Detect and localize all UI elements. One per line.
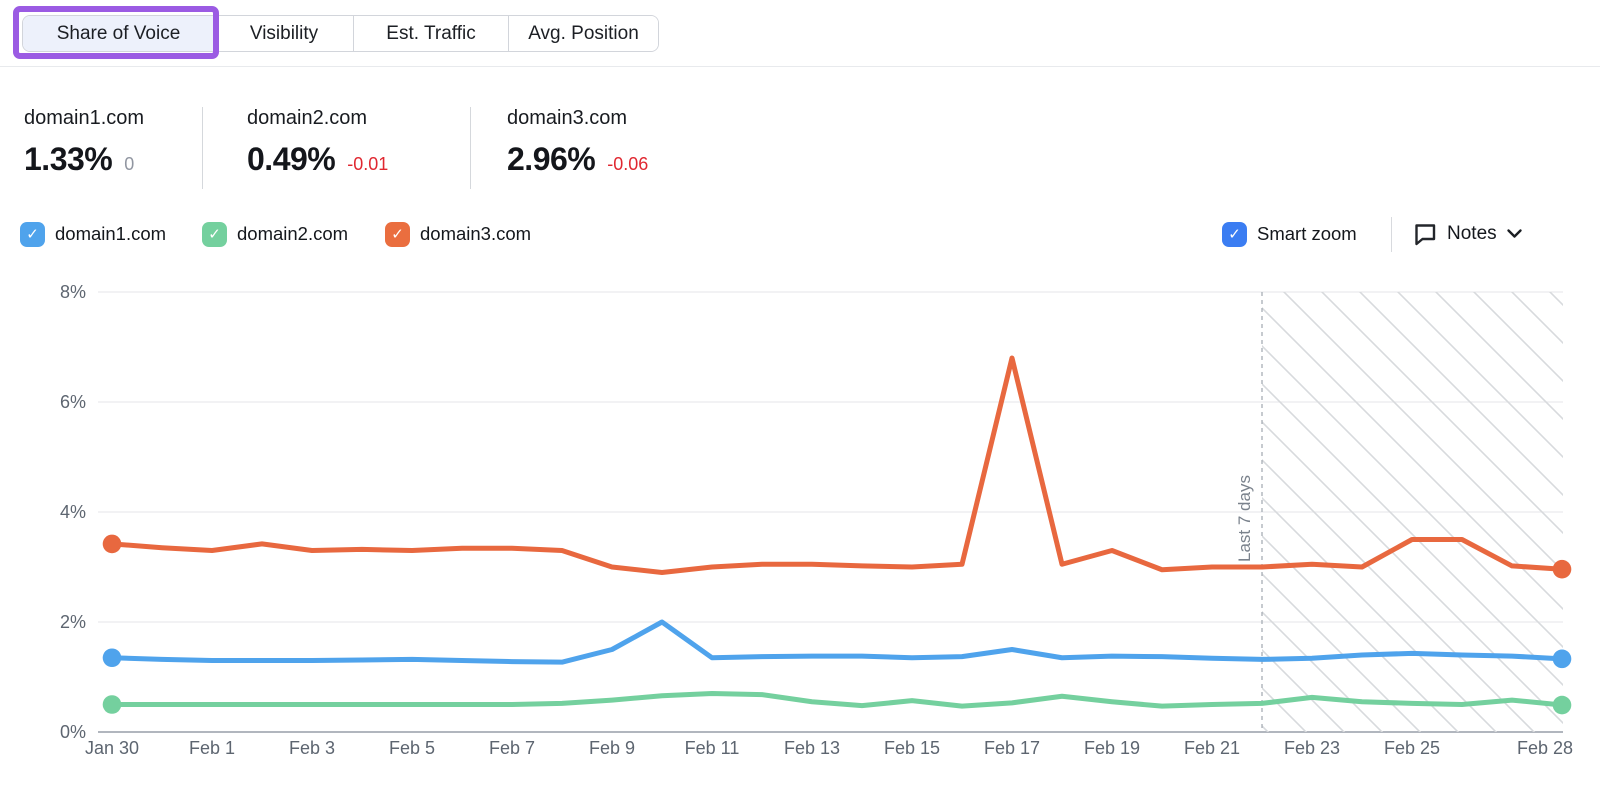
x-axis-tick-label: Feb 17 (984, 738, 1040, 758)
domain1-checkbox[interactable]: ✓ (20, 221, 45, 247)
series-endpoint-domain3.com (102, 534, 122, 554)
tab-avg-position[interactable]: Avg. Position (508, 16, 658, 51)
y-axis-tick-label: 4% (60, 502, 86, 522)
stat-domain3-value: 2.96% (507, 141, 596, 177)
stat-domain1-label: domain1.com (24, 107, 145, 129)
x-axis-tick-label: Feb 11 (685, 738, 740, 758)
notes-button[interactable]: Notes (1412, 220, 1523, 248)
x-axis-tick-label: Feb 9 (589, 738, 635, 758)
series-line-domain2.com (109, 691, 1565, 709)
series-endpoint-domain2.com (1552, 695, 1572, 715)
stat-domain1-value: 1.33% (24, 141, 113, 177)
stat-domain1-change: 0 (124, 154, 135, 174)
legend-item-domain1[interactable]: ✓ domain1.com (20, 220, 166, 248)
stat-domain3-label: domain3.com (507, 107, 628, 129)
y-axis-tick-label: 6% (60, 392, 86, 412)
last-7-days-label: Last 7 days (1235, 475, 1254, 562)
legend-item-label: domain1.com (55, 223, 167, 244)
notes-label: Notes (1447, 223, 1497, 244)
x-axis-tick-label: Jan 30 (85, 738, 139, 758)
legend-item-label: domain3.com (420, 223, 532, 244)
tab-share-of-voice[interactable]: Share of Voice (23, 16, 214, 51)
y-axis-tick-label: 8% (60, 282, 86, 302)
notes-icon (1412, 221, 1438, 247)
smart-zoom-checkbox[interactable]: ✓ (1222, 221, 1247, 247)
series-endpoint-domain3.com (1552, 559, 1572, 579)
legend-controls-row: ✓ domain1.com ✓ domain2.com ✓ domain3.co… (0, 215, 1600, 255)
stat-domain2-change: -0.01 (347, 154, 389, 174)
share-of-voice-chart: 0% 2% 4% 6% 8% Last 7 days Jan 30 Feb 1 Feb 3 Feb… (60, 282, 1573, 758)
stat-domain2-value: 0.49% (247, 141, 336, 177)
x-axis-tick-label: Feb 13 (784, 738, 840, 758)
x-axis-tick-label: Feb 19 (1084, 738, 1140, 758)
stat-domain1: domain1.com 1.33% 0 (24, 104, 144, 179)
chevron-down-icon (1506, 228, 1523, 240)
x-axis-tick-label: Feb 1 (189, 738, 235, 758)
x-axis-tick-label: Feb 3 (289, 738, 335, 758)
legend-item-label: domain2.com (237, 223, 349, 244)
series-line-domain1.com (109, 619, 1565, 665)
stat-domain2: domain2.com 0.49% -0.01 (247, 104, 388, 179)
legend-item-domain2[interactable]: ✓ domain2.com (202, 220, 348, 248)
domain2-checkbox[interactable]: ✓ (202, 221, 227, 247)
smart-zoom-label: Smart zoom (1257, 223, 1357, 244)
domain3-checkbox[interactable]: ✓ (385, 221, 410, 247)
x-axis-tick-label: Feb 7 (489, 738, 535, 758)
last-7-days-hatch-region (1262, 292, 1563, 732)
smart-zoom-toggle[interactable]: ✓ Smart zoom (1222, 220, 1357, 248)
metric-tabs-bar: Share of Voice Visibility Est. Traffic A… (0, 0, 1600, 67)
legend-item-domain3[interactable]: ✓ domain3.com (385, 220, 531, 248)
stat-domain2-label: domain2.com (247, 107, 368, 129)
x-axis-tick-label: Feb 15 (884, 738, 940, 758)
stat-domain3: domain3.com 2.96% -0.06 (507, 104, 648, 179)
stats-divider (470, 107, 471, 189)
stats-divider (202, 107, 203, 189)
tab-est-traffic[interactable]: Est. Traffic (353, 16, 508, 51)
series-endpoint-domain1.com (102, 648, 122, 668)
domain-stats-row: domain1.com 1.33% 0 domain2.com 0.49% -0… (0, 0, 1600, 189)
x-axis-tick-label: Feb 5 (389, 738, 435, 758)
metric-tabs-group: Share of Voice Visibility Est. Traffic A… (22, 15, 659, 52)
tab-visibility[interactable]: Visibility (214, 16, 353, 51)
x-axis-tick-label: Feb 28 (1517, 738, 1573, 758)
x-axis-tick-label: Feb 23 (1284, 738, 1340, 758)
stat-domain3-change: -0.06 (607, 154, 649, 174)
y-axis-tick-label: 0% (60, 722, 86, 742)
series-endpoint-domain1.com (1552, 649, 1572, 669)
y-axis-tick-label: 2% (60, 612, 86, 632)
series-endpoint-domain2.com (102, 695, 122, 714)
series-line-domain3.com (109, 355, 1565, 575)
x-axis-tick-label: Feb 25 (1384, 738, 1440, 758)
controls-divider (1391, 217, 1392, 252)
x-axis-tick-label: Feb 21 (1184, 738, 1240, 758)
